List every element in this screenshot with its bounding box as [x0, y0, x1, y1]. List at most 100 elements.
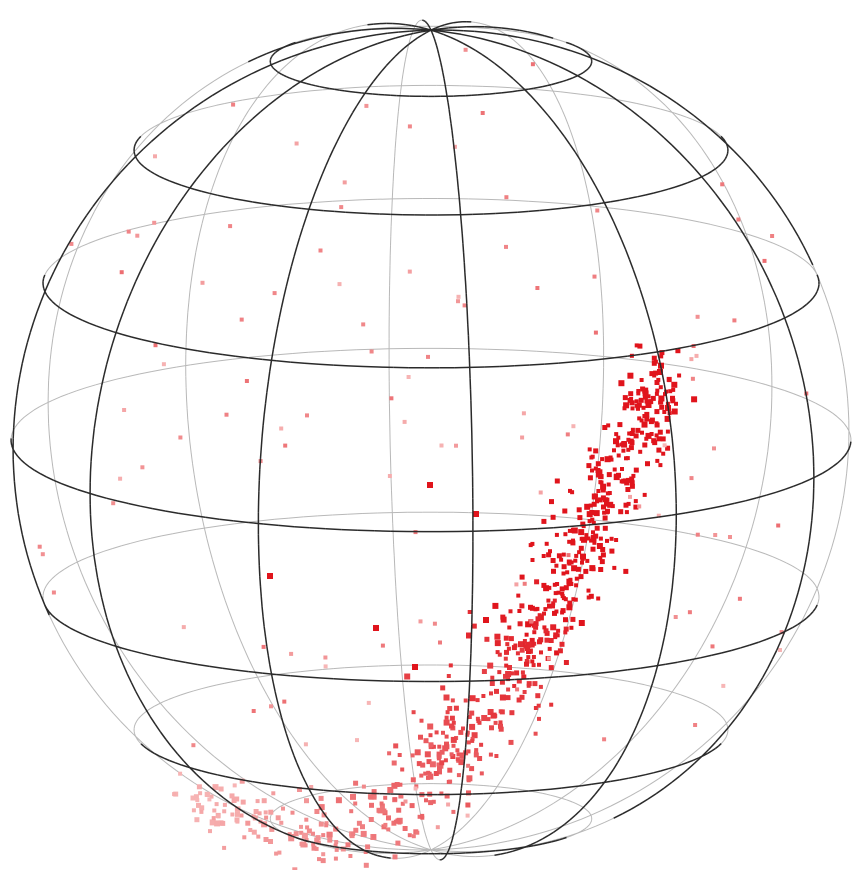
latitude-line: [560, 671, 571, 674]
meridian-line: [767, 440, 770, 452]
data-point: [524, 661, 529, 667]
meridian-line: [80, 229, 86, 240]
latitude-line: [288, 202, 304, 205]
data-point: [554, 650, 560, 656]
data-point: [649, 371, 655, 377]
meridian-line: [405, 717, 408, 727]
latitude-line: [569, 42, 573, 46]
latitude-line: [140, 163, 145, 168]
latitude-line: [278, 72, 282, 75]
data-point: [591, 536, 597, 542]
latitude-line: [106, 497, 118, 502]
latitude-line: [570, 672, 581, 675]
meridian-line: [435, 25, 441, 29]
latitude-line: [174, 182, 182, 186]
latitude-line: [575, 45, 579, 48]
meridian-line: [403, 64, 406, 70]
data-point: [466, 740, 471, 745]
meridian-line: [755, 174, 764, 184]
data-point: [283, 443, 288, 448]
meridian-line: [483, 798, 489, 805]
meridian-line: [651, 674, 656, 684]
latitude-line: [112, 545, 122, 550]
meridian-line: [811, 445, 815, 457]
meridian-line: [247, 57, 258, 63]
meridian-line: [354, 806, 362, 813]
latitude-line: [653, 190, 662, 194]
data-point: [508, 636, 514, 642]
meridian-line: [395, 132, 397, 141]
data-point: [304, 838, 309, 842]
data-point: [677, 373, 682, 378]
latitude-line: [153, 123, 159, 128]
meridian-line: [54, 317, 57, 329]
latitude-line: [315, 84, 320, 88]
data-point: [587, 447, 592, 452]
meridian-line: [398, 23, 406, 26]
data-point: [630, 427, 635, 432]
latitude-line: [261, 782, 272, 786]
latitude-line: [275, 827, 278, 830]
latitude-line: [748, 547, 758, 552]
meridian-line: [456, 178, 459, 188]
meridian-line: [465, 731, 468, 740]
meridian-line: [783, 317, 790, 329]
meridian-line: [464, 272, 467, 284]
data-point: [445, 710, 450, 715]
meridian-line: [493, 26, 502, 29]
data-point: [623, 478, 627, 483]
latitude-line: [366, 850, 373, 853]
latitude-line: [317, 200, 333, 203]
meridian-line: [701, 147, 708, 157]
data-point: [637, 416, 642, 421]
meridian-line: [474, 30, 486, 34]
latitude-line: [816, 287, 820, 292]
meridian-line: [231, 78, 242, 85]
meridian-line: [452, 138, 455, 146]
meridian-line: [115, 640, 122, 651]
latitude-line: [840, 419, 845, 425]
data-point: [321, 852, 326, 857]
meridian-line: [518, 83, 526, 91]
latitude-line: [652, 686, 661, 690]
data-point: [383, 822, 388, 827]
latitude-line: [85, 384, 96, 389]
meridian-line: [716, 608, 723, 619]
meridian-line: [434, 41, 438, 46]
data-point: [499, 694, 506, 701]
data-point: [209, 794, 214, 799]
data-point: [360, 824, 365, 830]
data-point: [587, 519, 592, 524]
latitude-line: [184, 215, 197, 219]
data-point: [776, 523, 781, 528]
meridian-line: [544, 35, 554, 39]
latitude-line: [334, 210, 346, 213]
meridian-line: [314, 800, 320, 807]
meridian-line: [285, 733, 290, 742]
meridian-line: [775, 640, 782, 651]
data-point: [492, 602, 499, 609]
latitude-line: [786, 313, 793, 318]
latitude-line: [277, 353, 293, 356]
meridian-line: [400, 845, 412, 848]
data-point: [591, 493, 598, 500]
meridian-line: [301, 48, 313, 54]
latitude-line: [308, 350, 325, 353]
meridian-line: [336, 133, 342, 143]
data-point: [648, 399, 654, 405]
data-point: [629, 481, 634, 486]
meridian-line: [418, 26, 425, 30]
data-point: [577, 515, 583, 521]
data-point: [541, 518, 547, 524]
meridian-line: [590, 205, 593, 216]
data-point: [339, 205, 344, 210]
data-point: [621, 448, 626, 453]
data-point: [609, 536, 614, 541]
data-point: [779, 630, 784, 635]
meridian-line: [652, 708, 660, 718]
meridian-line: [224, 146, 230, 155]
meridian-line: [14, 491, 18, 503]
latitude-line: [163, 757, 170, 762]
meridian-line: [652, 93, 660, 100]
latitude-line: [487, 348, 505, 351]
